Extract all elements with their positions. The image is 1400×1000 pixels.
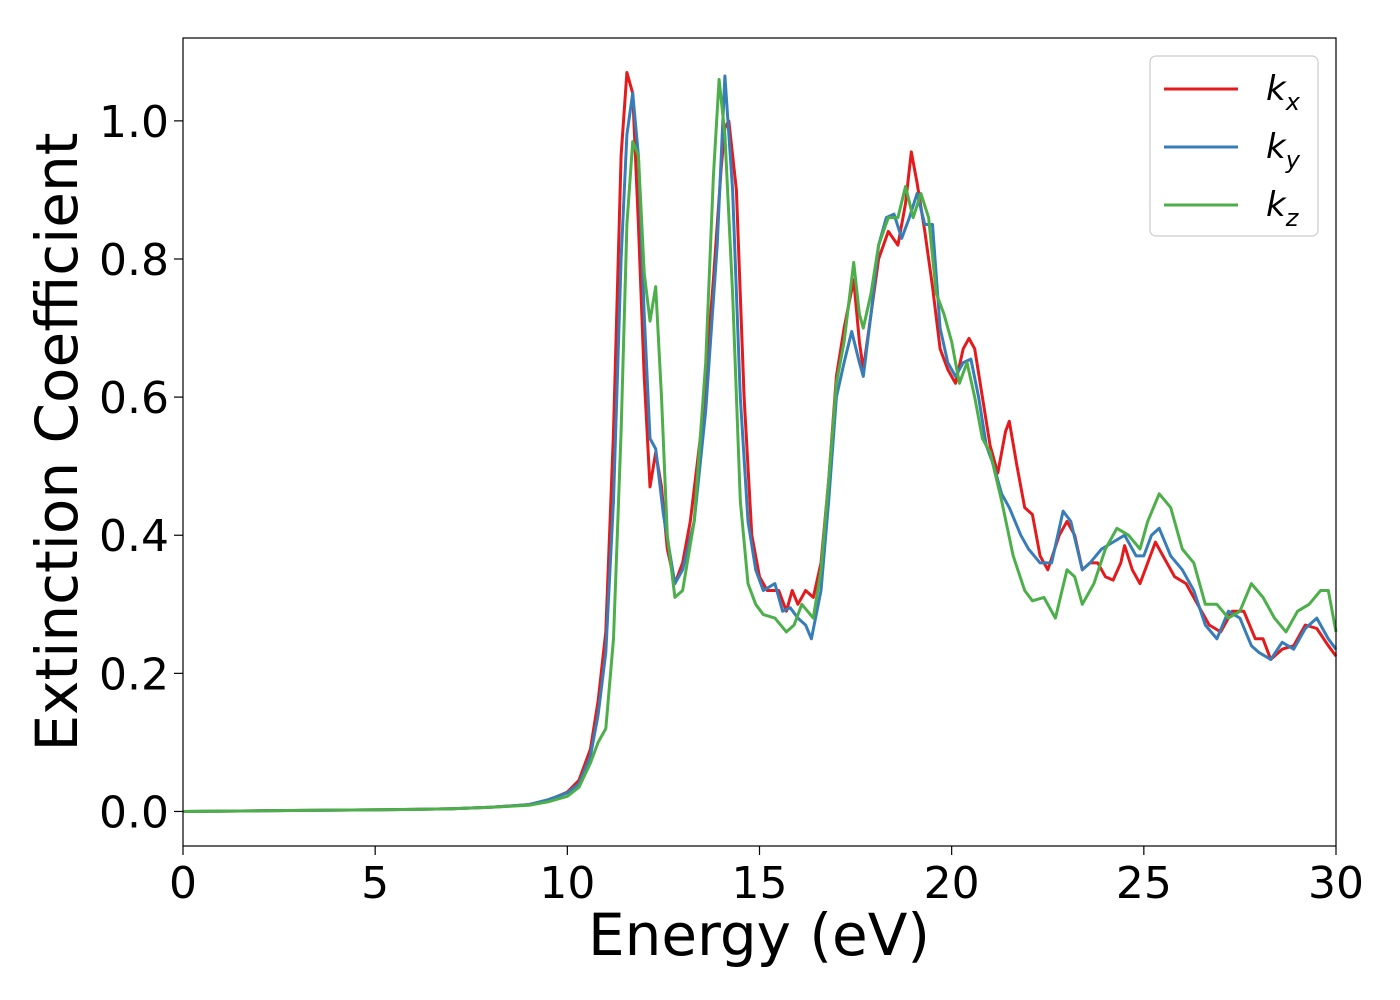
x-tick-label: 20 xyxy=(924,858,980,909)
x-tick-label: 0 xyxy=(169,858,197,909)
x-axis-title: Energy (eV) xyxy=(588,901,930,969)
x-tick-label: 5 xyxy=(361,858,389,909)
x-tick-label: 30 xyxy=(1308,858,1364,909)
series-line-k-z xyxy=(182,77,1338,813)
x-axis-ticks: 0 5 10 15 20 25 30 xyxy=(169,846,1364,909)
y-tick-label: 0.0 xyxy=(99,787,169,838)
y-tick-label: 0.2 xyxy=(99,649,169,700)
plot-area xyxy=(183,38,1336,846)
y-axis-ticks: 0.0 0.2 0.4 0.6 0.8 1.0 xyxy=(99,97,183,838)
legend-label: ky xyxy=(1266,127,1301,174)
y-tick-label: 0.6 xyxy=(99,373,169,424)
series-layer xyxy=(182,71,1338,813)
x-tick-label: 10 xyxy=(539,858,595,909)
legend-label: kz xyxy=(1266,185,1300,232)
x-tick-label: 25 xyxy=(1116,858,1172,909)
y-axis-title: Extinction Coefficient xyxy=(23,133,91,752)
legend-label: kx xyxy=(1266,69,1301,116)
y-tick-label: 0.8 xyxy=(99,235,169,286)
legend: kx ky kz xyxy=(1149,55,1319,237)
x-tick-label: 15 xyxy=(732,858,788,909)
y-tick-label: 1.0 xyxy=(99,97,169,148)
y-tick-label: 0.4 xyxy=(99,511,169,562)
series-line-k-x xyxy=(182,71,1338,813)
